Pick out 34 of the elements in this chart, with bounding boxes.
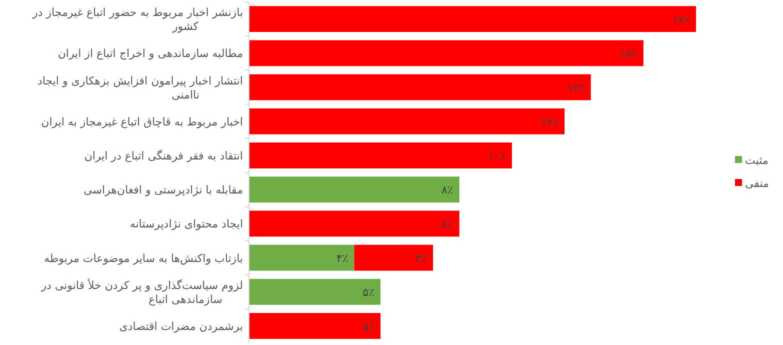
bar [249,312,380,339]
data-label: ۴٪ [336,252,348,265]
legend-label: مثبت [745,154,768,167]
data-label: ۱۳٪ [567,81,585,94]
bar [249,210,460,237]
bar [249,244,354,271]
y-tick-label: انتقاد به فقر فرهنگی اتباع در ایران [84,149,243,162]
bar [249,278,380,305]
data-label: ۸٪ [442,184,454,197]
y-tick-label: اخبار مربوط به قاچاق اتباع غیرمجاز به ایران [41,115,243,128]
legend-label: منفی [745,177,770,190]
bar [249,108,565,134]
bar [249,142,512,168]
data-label: ۱۲٪ [540,115,559,128]
data-label: ۵٪ [362,286,375,299]
data-label: ۱۷٪ [672,13,690,26]
data-label: ۱۵٪ [620,47,638,60]
y-tick-label: لزوم سیاست‌گذاری و پر کردن خلأ قانونی در سازماندهی اتباع [40,278,243,306]
y-tick-label: انتشار اخبار پیرامون افزایش بزهکاری و ایجاد ناامنی [38,74,243,102]
bar [249,40,644,66]
bar [249,6,696,32]
data-label: ۳٪ [415,252,428,265]
data-label: ۵٪ [362,320,375,333]
data-label: ۸٪ [442,218,454,231]
bar [354,244,434,271]
y-tick-label: مطالبه سازماندهی و اخراج اتباع از ایران [58,47,244,60]
y-tick-label: مقابله با نژادپرستی و افغان‌هراسی [84,184,244,197]
y-tick-label: بازنشر اخبار مربوط به حضور اتباع غیرمجاز در کشور [31,6,243,34]
y-tick-label: ایجاد محتوای نژادپرستانه [130,218,243,231]
y-tick-label: بازتاب واکنش‌ها به سایر موضوعات مربوطه [44,252,243,265]
data-label: ۱۰٪ [488,149,506,162]
y-tick-label: برشمردن مضرات اقتصادی [119,320,243,333]
bar [249,74,591,100]
bar [249,176,460,203]
